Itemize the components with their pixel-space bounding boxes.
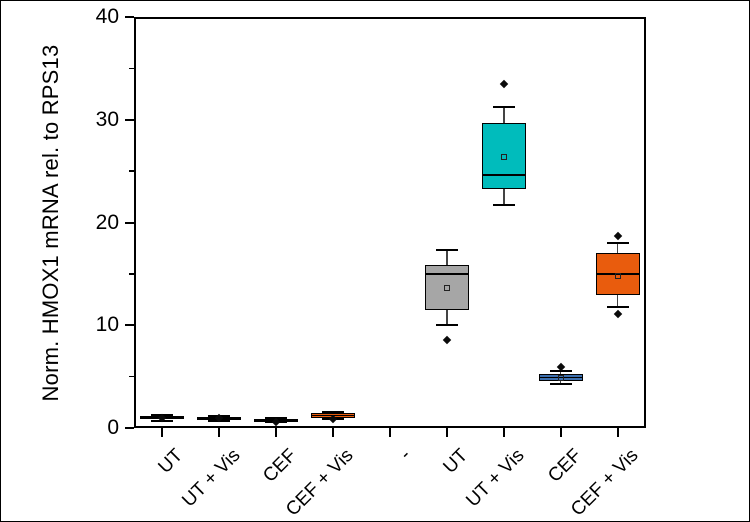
- y-tick-label: 30: [95, 107, 119, 131]
- box-whisker-cap: [492, 106, 515, 109]
- box-whisker-line: [616, 243, 619, 254]
- box-whisker-line: [446, 309, 448, 326]
- box-whisker-cap: [435, 249, 458, 252]
- box-whisker-line: [616, 295, 619, 307]
- x-tick: [616, 428, 619, 437]
- x-tick: [161, 428, 164, 437]
- box-mean-marker: [614, 272, 621, 279]
- y-major-tick: [125, 427, 134, 429]
- y-minor-tick: [129, 273, 134, 275]
- x-tick: [218, 428, 221, 437]
- plot-frame: [134, 17, 646, 428]
- x-tick-label: CEF: [543, 445, 586, 487]
- x-tick-label: CEF: [259, 445, 302, 487]
- box-whisker-cap: [435, 324, 458, 327]
- x-tick-label: UT + Vis: [462, 445, 529, 512]
- x-tick-label: UT: [154, 445, 188, 478]
- x-tick: [445, 428, 448, 437]
- y-tick-label: 0: [107, 416, 119, 439]
- y-tick-label: 20: [95, 210, 119, 234]
- box-mean-marker: [500, 153, 507, 160]
- y-tick-label: 10: [95, 313, 119, 337]
- y-minor-tick: [129, 67, 134, 70]
- x-tick: [502, 428, 505, 437]
- x-tick: [275, 428, 278, 437]
- box-whisker-line: [503, 188, 505, 206]
- x-tick-label: UT + Vis: [177, 445, 245, 512]
- box-median-line: [424, 273, 469, 275]
- y-minor-tick: [129, 170, 134, 172]
- x-tick: [332, 428, 335, 437]
- box-whisker-cap: [322, 411, 345, 414]
- y-minor-tick: [129, 375, 134, 378]
- box-median-line: [538, 376, 583, 379]
- y-major-tick: [125, 324, 134, 327]
- box-mean-marker: [443, 285, 450, 292]
- box-body: [424, 264, 469, 310]
- x-tick: [559, 428, 562, 437]
- y-tick-label: 40: [95, 5, 119, 28]
- x-tick-label: -: [395, 445, 415, 465]
- x-tick: [389, 428, 391, 437]
- y-major-tick: [125, 16, 134, 18]
- box-whisker-line: [446, 250, 448, 265]
- y-major-tick: [125, 221, 134, 224]
- box-whisker-cap: [606, 305, 629, 308]
- y-major-tick: [125, 118, 134, 121]
- x-tick-label: UT: [438, 445, 472, 478]
- box-body: [481, 122, 526, 189]
- box-whisker-line: [503, 107, 505, 123]
- box-whisker-line: [559, 371, 562, 374]
- box-whisker-line: [559, 380, 562, 384]
- box-mean-marker: [557, 374, 564, 381]
- box-whisker-cap: [265, 416, 288, 419]
- box-median-line: [481, 174, 526, 176]
- box-whisker-cap: [549, 382, 572, 385]
- box-whisker-cap: [606, 242, 629, 245]
- box-whisker-cap: [492, 204, 515, 207]
